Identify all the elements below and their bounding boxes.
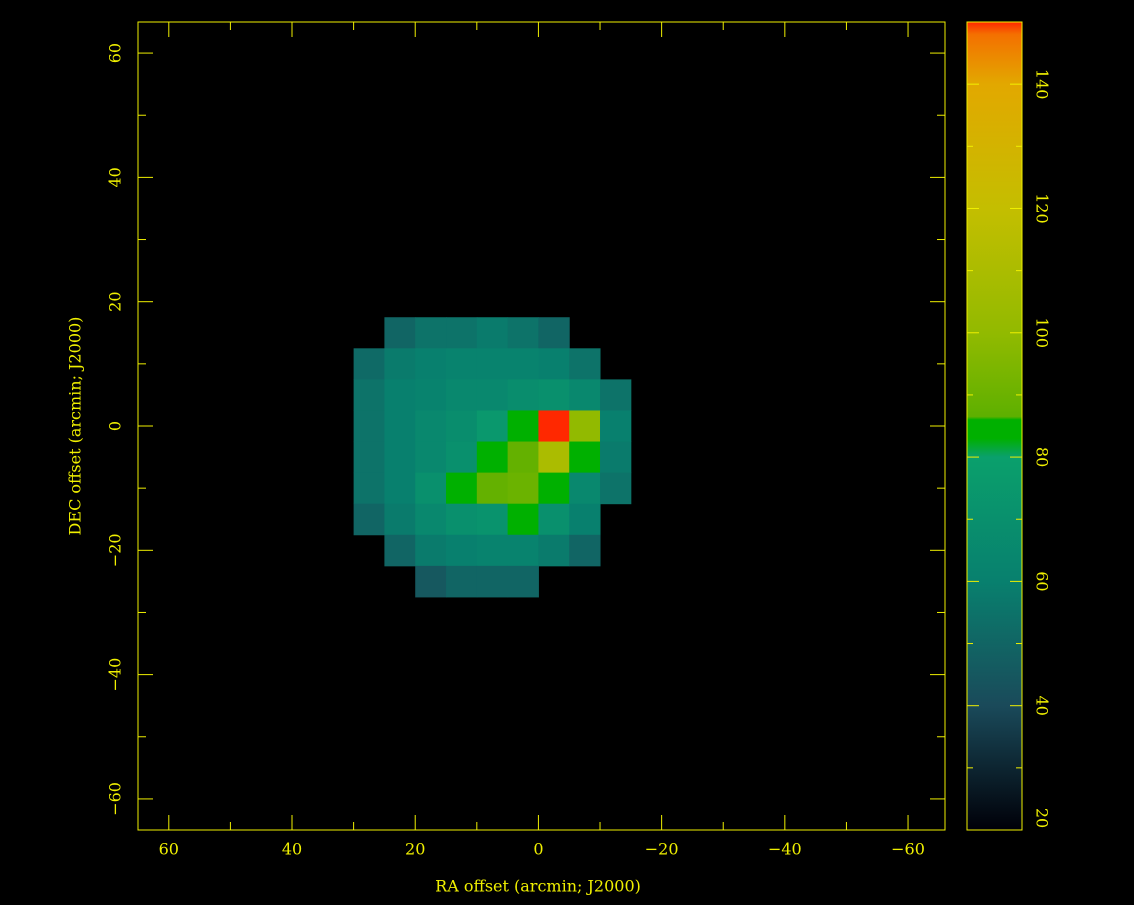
heatmap-cell (415, 410, 447, 443)
heatmap-cell (538, 503, 570, 536)
heatmap-cell (446, 441, 478, 474)
heatmap-cell (353, 410, 385, 443)
y-axis-label: DEC offset (arcmin; J2000) (66, 317, 85, 536)
heatmap-cell (476, 472, 509, 505)
heatmap-cell (384, 441, 416, 474)
heatmap-cell (446, 534, 478, 567)
x-tick-label: −60 (891, 840, 925, 859)
heatmap-cell (384, 503, 416, 536)
heatmap-cell (507, 472, 539, 505)
x-tick-label: 20 (405, 840, 425, 859)
heatmap-cell (353, 441, 385, 474)
heatmap-cell (476, 317, 509, 349)
colorbar-tick-label: 40 (1033, 696, 1052, 716)
heatmap-cell (415, 379, 447, 411)
heatmap-cell (446, 472, 478, 505)
x-tick-label: 60 (159, 840, 179, 859)
heatmap-cell (384, 472, 416, 505)
heatmap-cell (446, 348, 478, 380)
heatmap-cell (353, 379, 385, 411)
heatmap-cell (476, 565, 509, 598)
heatmap-cell (384, 348, 416, 380)
y-tick-label: 40 (106, 167, 125, 187)
heatmap-cell (538, 379, 570, 411)
heatmap-cell (600, 379, 632, 411)
heatmap-cell (415, 565, 447, 598)
heatmap-cell (569, 534, 601, 567)
heatmap-cell (446, 503, 478, 536)
heatmap-cell (446, 565, 478, 598)
y-tick-label: 20 (106, 292, 125, 312)
heatmap-cell (507, 441, 539, 474)
heatmap-cell (507, 503, 539, 536)
heatmap-cell (538, 348, 570, 380)
heatmap-cell (415, 503, 447, 536)
colorbar-tick-label: 20 (1033, 808, 1052, 828)
heatmap-cell (600, 441, 632, 474)
colorbar-tick-label: 80 (1033, 447, 1052, 467)
heatmap-cell (538, 441, 570, 474)
heatmap-cell (415, 317, 447, 349)
heatmap-cell (384, 317, 416, 349)
heatmap-cell (569, 379, 601, 411)
heatmap-cell (476, 441, 509, 474)
heatmap-cell (569, 503, 601, 536)
heatmap-cell (476, 348, 509, 380)
heatmap-cell (415, 472, 447, 505)
y-tick-label: 0 (106, 421, 125, 431)
heatmap-cell (446, 317, 478, 349)
heatmap-cell (353, 348, 385, 380)
x-tick-label: 40 (282, 840, 302, 859)
heatmap-cell (384, 379, 416, 411)
heatmap-cell (415, 534, 447, 567)
x-axis-label: RA offset (arcmin; J2000) (435, 877, 641, 896)
heatmap-cell (476, 534, 509, 567)
x-tick-label: −40 (768, 840, 802, 859)
heatmap-cell (507, 565, 539, 598)
heatmap-cell (507, 534, 539, 567)
y-tick-label: −40 (106, 658, 125, 692)
heatmap-cell (476, 503, 509, 536)
heatmap-cell (507, 379, 539, 411)
colorbar-tick-label: 120 (1033, 193, 1052, 224)
x-tick-label: 0 (533, 840, 543, 859)
heatmap-cell (538, 472, 570, 505)
x-tick-label: −20 (645, 840, 679, 859)
heatmap-cell (507, 348, 539, 380)
y-tick-label: −60 (106, 782, 125, 816)
heatmap-cell (384, 410, 416, 443)
colorbar (966, 21, 1023, 831)
heatmap-cell (569, 348, 601, 380)
colorbar-tick-label: 140 (1033, 69, 1052, 100)
heatmap-cell (538, 534, 570, 567)
heatmap-cell (353, 503, 385, 536)
heatmap-cell (507, 317, 539, 349)
heatmap-cell (446, 379, 478, 411)
heatmap-cell (600, 472, 632, 505)
heatmap-cell (538, 410, 570, 443)
heatmap-cell (384, 534, 416, 567)
heatmap-cell (415, 348, 447, 380)
heatmap-cell (600, 410, 632, 443)
colorbar-tick-label: 60 (1033, 571, 1052, 591)
heatmap-cell (507, 410, 539, 443)
colorbar-tick-label: 100 (1033, 317, 1052, 348)
heatmap-cell (569, 472, 601, 505)
heatmap-cell (446, 410, 478, 443)
heatmap-cell (353, 472, 385, 505)
y-tick-label: 60 (106, 43, 125, 63)
heatmap-cell (569, 441, 601, 474)
heatmap-cell (415, 441, 447, 474)
heatmap-cell (476, 379, 509, 411)
heatmap-cell (569, 410, 601, 443)
heatmap-cell (476, 410, 509, 443)
y-tick-label: −20 (106, 533, 125, 567)
heatmap-cell (538, 317, 570, 349)
